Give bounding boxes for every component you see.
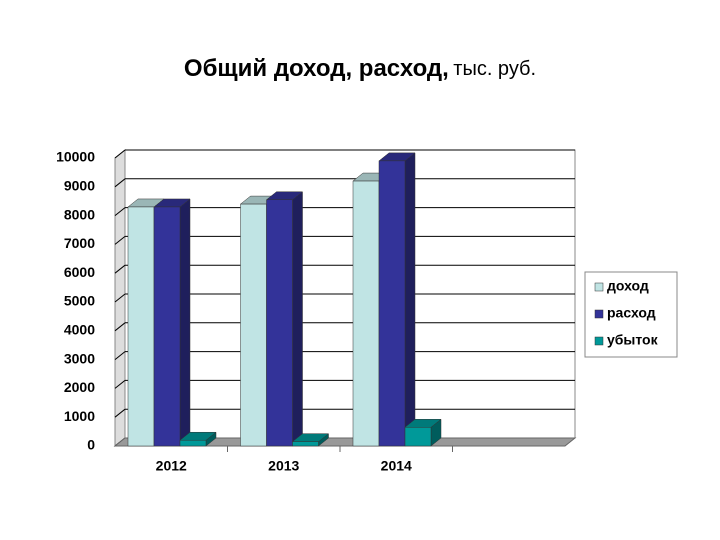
bar bbox=[292, 441, 319, 447]
y-tick-label: 7000 bbox=[64, 235, 95, 251]
y-tick-label: 4000 bbox=[64, 322, 95, 338]
bar-side bbox=[292, 191, 303, 447]
chart-title: Общий доход, расход, тыс. руб. bbox=[184, 55, 536, 82]
bar bbox=[352, 180, 380, 447]
bar-3d bbox=[404, 418, 442, 447]
x-tick-label: 2013 bbox=[268, 458, 299, 474]
y-tick-label: 0 bbox=[87, 437, 95, 453]
legend-label: расход bbox=[607, 305, 656, 321]
y-tick-label: 8000 bbox=[64, 206, 95, 222]
y-tick-label: 2000 bbox=[64, 379, 95, 395]
y-tick-label: 1000 bbox=[64, 408, 95, 424]
bar bbox=[153, 206, 181, 447]
bar bbox=[266, 199, 293, 447]
legend-swatch bbox=[594, 309, 604, 319]
grid-line-side bbox=[114, 351, 126, 360]
grid-line-side bbox=[114, 207, 126, 216]
legend-swatch bbox=[594, 336, 604, 346]
grid-line-side bbox=[114, 149, 126, 159]
bar-side bbox=[179, 198, 191, 447]
x-tick-label: 2014 bbox=[381, 458, 412, 474]
bar bbox=[240, 203, 267, 447]
grid-line-side bbox=[114, 264, 126, 274]
grid-line-side bbox=[114, 408, 126, 418]
bar bbox=[404, 427, 432, 447]
bar bbox=[127, 206, 155, 447]
y-tick-label: 10000 bbox=[56, 149, 95, 165]
title-unit: тыс. руб. bbox=[453, 58, 536, 80]
bar-3d bbox=[179, 431, 217, 447]
legend-label: доход bbox=[607, 278, 649, 294]
bar bbox=[378, 160, 406, 447]
grid-line-side bbox=[114, 236, 126, 245]
y-tick-label: 9000 bbox=[64, 178, 95, 194]
y-tick-label: 5000 bbox=[64, 293, 95, 309]
grid-line-side bbox=[114, 178, 126, 188]
title-main: Общий доход, расход, bbox=[184, 55, 449, 82]
legend-swatch bbox=[594, 282, 604, 292]
y-tick-label: 6000 bbox=[64, 264, 95, 280]
bar-3d bbox=[378, 152, 416, 447]
bar-side bbox=[404, 152, 416, 447]
bar-3d bbox=[153, 198, 191, 447]
bar-3d bbox=[265, 191, 304, 447]
y-tick-label: 3000 bbox=[64, 350, 95, 366]
grid-line-side bbox=[114, 293, 126, 303]
grid-line-side bbox=[114, 380, 126, 389]
bar-3d bbox=[291, 433, 330, 447]
legend-label: убыток bbox=[607, 332, 659, 348]
bar bbox=[179, 439, 207, 447]
grid-line-side bbox=[114, 322, 126, 332]
x-tick-label: 2012 bbox=[156, 458, 187, 474]
